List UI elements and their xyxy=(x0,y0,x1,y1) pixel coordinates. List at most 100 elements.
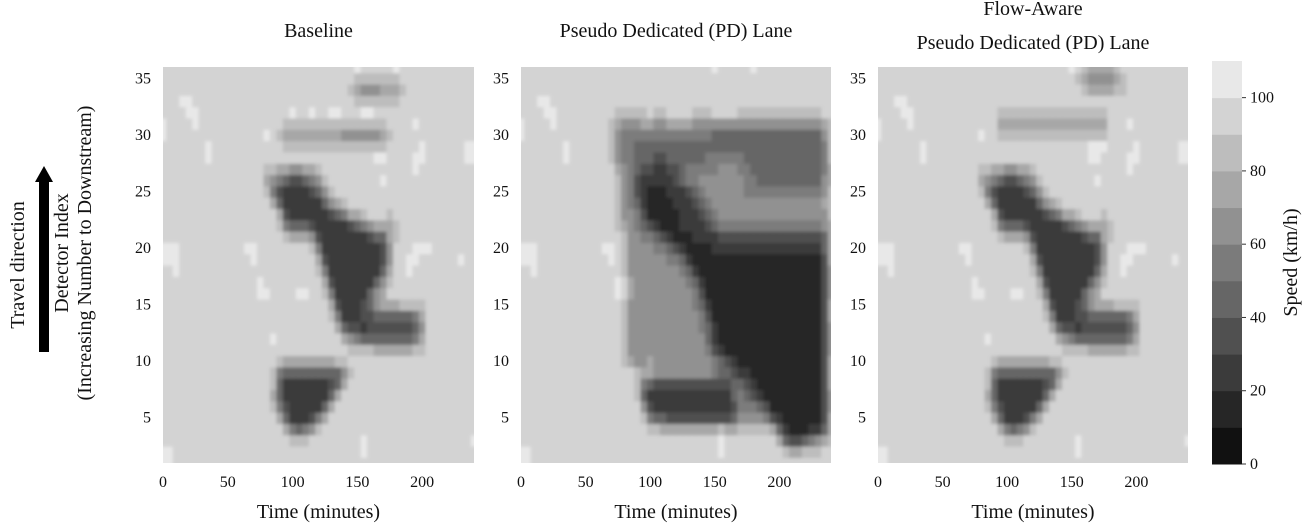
heatmap-cell xyxy=(1120,457,1128,463)
heatmap-cell xyxy=(814,423,822,436)
heatmap-cell xyxy=(724,106,732,119)
heatmap-cell xyxy=(1107,332,1115,345)
heatmap-cell xyxy=(1049,174,1057,187)
heatmap-cell xyxy=(1074,197,1083,210)
heatmap-cell xyxy=(451,321,459,334)
heatmap-cell xyxy=(1120,67,1128,74)
heatmap-cell xyxy=(386,67,394,74)
heatmap-cell xyxy=(821,321,829,334)
heatmap-cell xyxy=(1107,276,1115,289)
heatmap-cell xyxy=(308,310,316,323)
heatmap-cell xyxy=(1113,446,1121,458)
heatmap-cell xyxy=(997,287,1005,300)
heatmap-cell xyxy=(405,310,414,323)
heatmap-cell xyxy=(198,219,206,232)
heatmap-cell xyxy=(782,310,790,323)
heatmap-cell xyxy=(354,457,362,463)
heatmap-cell xyxy=(524,332,532,345)
heatmap-cell xyxy=(881,174,889,187)
heatmap-cell xyxy=(263,434,271,447)
heatmap-cell xyxy=(172,95,180,108)
heatmap-cell xyxy=(231,117,239,130)
heatmap-cell xyxy=(334,287,342,300)
heatmap-cell xyxy=(1036,219,1044,232)
heatmap-cell xyxy=(1016,366,1024,379)
heatmap-cell xyxy=(295,298,303,311)
heatmap-cell xyxy=(537,72,545,85)
heatmap-cell xyxy=(698,242,706,255)
heatmap-cell xyxy=(743,355,751,368)
heatmap-cell xyxy=(763,208,771,221)
heatmap-cell xyxy=(373,378,381,391)
heatmap-cell xyxy=(1010,129,1018,142)
heatmap-cell xyxy=(556,400,564,413)
heatmap-cell xyxy=(386,298,394,311)
heatmap-cell xyxy=(685,83,693,96)
heatmap-cell xyxy=(405,434,414,447)
heatmap-cell xyxy=(717,321,726,334)
heatmap-cell xyxy=(172,117,180,130)
heatmap-cell xyxy=(1120,117,1128,130)
heatmap-cell xyxy=(939,389,947,402)
heatmap-cell xyxy=(418,310,427,323)
heatmap-cell xyxy=(769,83,777,96)
heatmap-cell xyxy=(782,106,790,119)
heatmap-cell xyxy=(431,242,439,255)
heatmap-cell xyxy=(808,276,816,289)
heatmap-cell xyxy=(827,185,831,198)
heatmap-cell xyxy=(945,231,953,243)
heatmap-cell xyxy=(328,140,336,153)
heatmap-cell xyxy=(537,219,545,232)
heatmap-cell xyxy=(295,197,303,210)
heatmap-cell xyxy=(354,185,362,198)
heatmap-cell xyxy=(185,185,193,198)
heatmap-cell xyxy=(932,106,940,119)
heatmap-cell xyxy=(634,106,642,119)
heatmap-cell xyxy=(211,242,219,255)
heatmap-cell xyxy=(289,434,297,447)
heatmap-cell xyxy=(595,423,603,436)
heatmap-cell xyxy=(205,163,213,176)
heatmap-cell xyxy=(814,253,822,266)
heatmap-cell xyxy=(821,332,829,345)
heatmap-cell xyxy=(218,95,226,108)
heatmap-cell xyxy=(537,95,545,108)
heatmap-cell xyxy=(1100,265,1108,277)
heatmap-cell xyxy=(717,378,726,391)
heatmap-cell xyxy=(438,344,446,357)
heatmap-cell xyxy=(575,276,583,289)
heatmap-cell xyxy=(243,265,252,277)
heatmap-cell xyxy=(1126,389,1134,402)
heatmap-cell xyxy=(634,434,642,447)
heatmap-cell xyxy=(634,151,642,164)
heatmap-cell xyxy=(991,219,999,232)
heatmap-cell xyxy=(1042,446,1050,458)
heatmap-cell xyxy=(237,83,245,96)
heatmap-cell xyxy=(444,344,452,357)
heatmap-cell xyxy=(282,298,290,311)
heatmap-cell xyxy=(595,446,603,458)
heatmap-cell xyxy=(685,72,693,85)
heatmap-cell xyxy=(821,276,829,289)
heatmap-cell xyxy=(1068,197,1076,210)
heatmap-cell xyxy=(243,355,252,368)
heatmap-cell xyxy=(431,185,439,198)
heatmap-cell xyxy=(1087,332,1095,345)
heatmap-cell xyxy=(705,83,713,96)
heatmap-cell xyxy=(743,298,751,311)
heatmap-cell xyxy=(172,253,180,266)
heatmap-cell xyxy=(1081,151,1089,164)
heatmap-cell xyxy=(801,208,809,221)
panel-title: Pseudo Dedicated (PD) Lane xyxy=(560,20,793,42)
heatmap-cell xyxy=(198,163,206,176)
heatmap-cell xyxy=(1023,332,1031,345)
heatmap-cell xyxy=(1100,242,1108,255)
heatmap-cell xyxy=(978,129,986,142)
heatmap-cell xyxy=(756,412,764,424)
heatmap-cell xyxy=(1068,140,1076,153)
heatmap-cell xyxy=(588,140,596,153)
heatmap-cell xyxy=(179,185,187,198)
heatmap-cell xyxy=(1029,231,1037,243)
heatmap-cell xyxy=(380,197,388,210)
heatmap-cell xyxy=(782,298,790,311)
